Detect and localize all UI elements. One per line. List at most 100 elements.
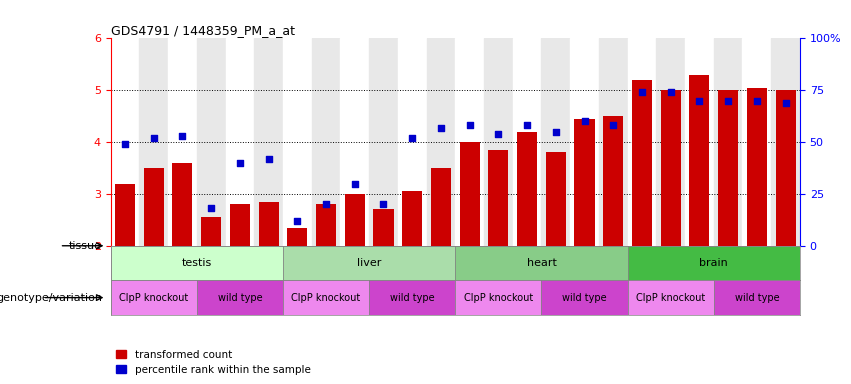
- Point: [204, 205, 218, 212]
- Point: [492, 131, 505, 137]
- Point: [722, 98, 735, 104]
- Text: wild type: wild type: [218, 293, 262, 303]
- Bar: [283, 280, 369, 315]
- Bar: [714, 38, 742, 246]
- Bar: [685, 38, 714, 246]
- Point: [779, 99, 792, 106]
- Bar: [111, 280, 197, 315]
- Bar: [431, 168, 451, 246]
- Text: ClpP knockout: ClpP knockout: [464, 293, 533, 303]
- Bar: [455, 280, 541, 315]
- Bar: [369, 280, 455, 315]
- Point: [377, 201, 391, 207]
- Text: testis: testis: [181, 258, 212, 268]
- Bar: [742, 38, 771, 246]
- Bar: [628, 280, 714, 315]
- Bar: [254, 38, 283, 246]
- Bar: [111, 246, 283, 280]
- Bar: [259, 202, 278, 246]
- Bar: [230, 204, 250, 246]
- Bar: [460, 142, 480, 246]
- Bar: [197, 38, 226, 246]
- Point: [319, 201, 333, 207]
- Bar: [628, 38, 656, 246]
- Bar: [574, 119, 595, 246]
- Bar: [570, 38, 599, 246]
- Point: [750, 98, 763, 104]
- Text: wild type: wild type: [390, 293, 435, 303]
- Bar: [111, 38, 140, 246]
- Bar: [632, 80, 652, 246]
- Bar: [340, 38, 369, 246]
- Bar: [628, 246, 800, 280]
- Point: [118, 141, 132, 147]
- Bar: [374, 210, 393, 246]
- Point: [578, 118, 591, 124]
- Bar: [545, 152, 566, 246]
- Text: ClpP knockout: ClpP knockout: [636, 293, 705, 303]
- Point: [520, 122, 534, 129]
- Bar: [173, 163, 192, 246]
- Bar: [316, 204, 336, 246]
- Bar: [541, 38, 570, 246]
- Bar: [603, 116, 623, 246]
- Bar: [403, 191, 422, 246]
- Legend: transformed count, percentile rank within the sample: transformed count, percentile rank withi…: [116, 350, 311, 375]
- Text: GDS4791 / 1448359_PM_a_at: GDS4791 / 1448359_PM_a_at: [111, 24, 294, 37]
- Bar: [144, 168, 163, 246]
- Bar: [201, 217, 221, 246]
- Bar: [369, 38, 398, 246]
- Bar: [426, 38, 455, 246]
- Point: [262, 156, 276, 162]
- Point: [434, 124, 448, 131]
- Bar: [288, 228, 307, 246]
- Point: [635, 89, 648, 95]
- Point: [607, 122, 620, 129]
- Point: [549, 129, 563, 135]
- Point: [664, 89, 677, 95]
- Bar: [488, 150, 508, 246]
- Point: [348, 180, 362, 187]
- Bar: [455, 246, 628, 280]
- Text: wild type: wild type: [734, 293, 780, 303]
- Text: wild type: wild type: [563, 293, 607, 303]
- Point: [175, 133, 189, 139]
- Point: [290, 218, 304, 224]
- Bar: [775, 90, 796, 246]
- Bar: [541, 280, 628, 315]
- Bar: [168, 38, 197, 246]
- Point: [405, 135, 419, 141]
- Bar: [599, 38, 628, 246]
- Point: [463, 122, 477, 129]
- Point: [147, 135, 161, 141]
- Text: genotype/variation: genotype/variation: [0, 293, 102, 303]
- Bar: [398, 38, 426, 246]
- Point: [233, 160, 247, 166]
- Bar: [771, 38, 800, 246]
- Bar: [747, 88, 767, 246]
- Bar: [656, 38, 685, 246]
- Text: tissue: tissue: [69, 241, 102, 251]
- Bar: [311, 38, 340, 246]
- Bar: [512, 38, 541, 246]
- Bar: [283, 246, 455, 280]
- Bar: [718, 90, 738, 246]
- Bar: [226, 38, 254, 246]
- Bar: [689, 74, 710, 246]
- Bar: [455, 38, 484, 246]
- Text: ClpP knockout: ClpP knockout: [291, 293, 361, 303]
- Text: heart: heart: [527, 258, 557, 268]
- Bar: [517, 132, 537, 246]
- Bar: [345, 194, 365, 246]
- Bar: [660, 90, 681, 246]
- Bar: [714, 280, 800, 315]
- Text: liver: liver: [357, 258, 381, 268]
- Bar: [115, 184, 135, 246]
- Text: ClpP knockout: ClpP knockout: [119, 293, 188, 303]
- Bar: [140, 38, 168, 246]
- Bar: [283, 38, 311, 246]
- Bar: [197, 280, 283, 315]
- Text: brain: brain: [700, 258, 728, 268]
- Bar: [484, 38, 512, 246]
- Point: [693, 98, 706, 104]
